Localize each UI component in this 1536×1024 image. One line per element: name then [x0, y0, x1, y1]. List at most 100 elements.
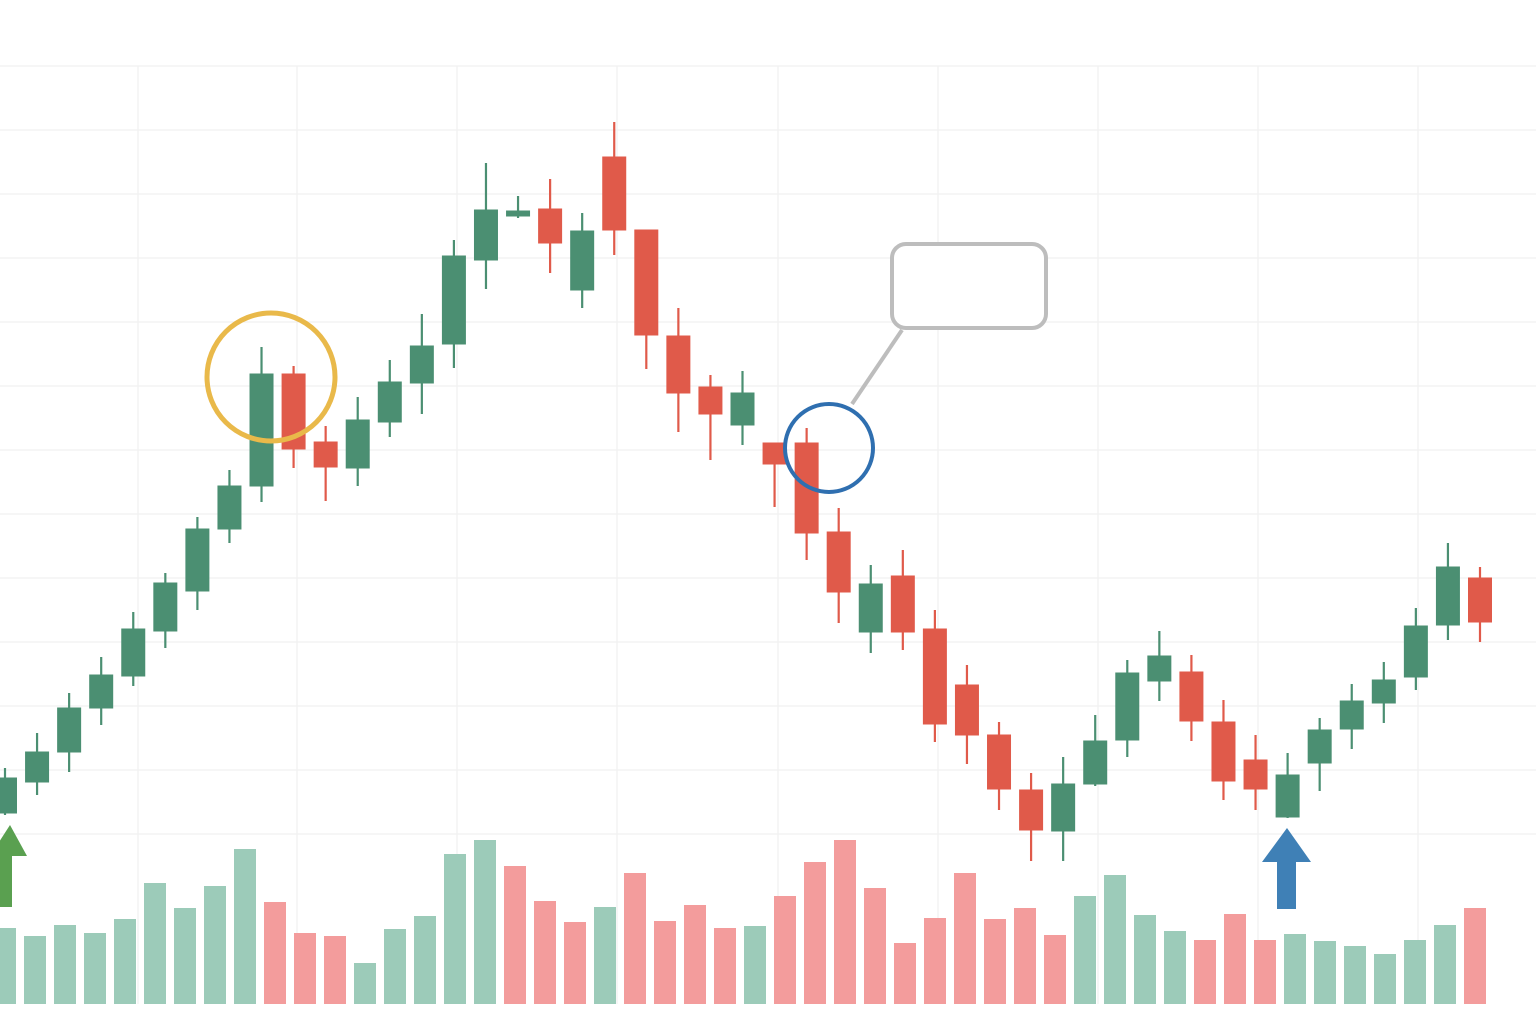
candle-body — [121, 628, 146, 677]
volume-bar — [114, 919, 136, 1004]
volume-bar — [54, 925, 76, 1004]
volume-bar — [1404, 940, 1426, 1004]
candle-body — [281, 373, 306, 450]
volume-bar — [1044, 935, 1066, 1004]
volume-bar — [714, 928, 736, 1004]
volume-bar — [294, 933, 316, 1004]
volume-bar — [894, 943, 916, 1004]
volume-bar — [174, 908, 196, 1004]
volume-bar — [1434, 925, 1456, 1004]
volume-bar — [684, 905, 706, 1004]
volume-bar — [594, 907, 616, 1004]
candle-body — [954, 684, 979, 736]
candle-body — [0, 777, 17, 814]
candle-body — [730, 392, 755, 426]
volume-bar — [774, 896, 796, 1004]
candle-body — [89, 674, 114, 709]
volume-bar — [1224, 914, 1246, 1004]
candle-body — [25, 751, 50, 783]
volume-bar — [1134, 915, 1156, 1004]
volume-bar — [864, 888, 886, 1004]
candle-body — [602, 156, 627, 231]
candle-body — [634, 229, 659, 336]
candle-body — [249, 373, 274, 487]
candle-body — [666, 335, 691, 394]
volume-bar — [1314, 941, 1336, 1004]
candle-body — [1403, 625, 1428, 678]
candle-body — [922, 628, 947, 725]
volume-bar — [954, 873, 976, 1004]
candle-body — [1468, 577, 1492, 623]
candle-body — [858, 583, 883, 633]
volume-bar — [444, 854, 466, 1004]
candle-body — [185, 528, 210, 592]
candle-body — [1307, 729, 1332, 764]
volume-bar — [1254, 940, 1276, 1004]
candle-body — [1371, 679, 1396, 704]
candle-body — [1435, 566, 1460, 626]
candle-body — [890, 575, 915, 633]
volume-bar — [1464, 908, 1486, 1004]
volume-bar — [1104, 875, 1126, 1004]
candle-body — [409, 345, 434, 384]
volume-bar — [24, 936, 46, 1004]
candle-body — [1051, 783, 1076, 832]
candle-body — [826, 531, 851, 593]
volume-bar — [1194, 940, 1216, 1004]
volume-bar — [204, 886, 226, 1004]
candle-body — [441, 255, 466, 345]
volume-bar — [564, 922, 586, 1004]
volume-bar — [1344, 946, 1366, 1004]
candles — [0, 122, 1492, 861]
candle-body — [1211, 721, 1236, 782]
volume-bar — [1164, 931, 1186, 1004]
volume-bar — [234, 849, 256, 1004]
volume-bar — [354, 963, 376, 1004]
annotations — [0, 242, 1311, 909]
volume-bar — [324, 936, 346, 1004]
candle-body — [153, 582, 178, 632]
candle-body — [217, 485, 242, 530]
callout-pointer — [850, 328, 904, 406]
candle-body — [1243, 759, 1268, 790]
candle-body — [1019, 789, 1044, 831]
candle-body — [1275, 774, 1300, 818]
callout-box — [890, 242, 1048, 330]
volume-bar — [624, 873, 646, 1004]
volume-bar — [474, 840, 496, 1004]
volume-bar — [834, 840, 856, 1004]
candle-body — [345, 419, 370, 469]
volume-bar — [0, 928, 16, 1004]
highlight-circle — [204, 310, 338, 444]
volume-bar — [984, 919, 1006, 1004]
volume-bar — [84, 933, 106, 1004]
candle-body — [377, 381, 402, 423]
candle-body — [698, 386, 723, 415]
volume-bar — [534, 901, 556, 1004]
volume-bar — [144, 883, 166, 1004]
volume-bar — [804, 862, 826, 1004]
up-arrow — [0, 825, 27, 907]
volume-bar — [414, 916, 436, 1004]
candle-body — [538, 208, 563, 244]
volume-bars — [0, 840, 1486, 1004]
volume-bar — [654, 921, 676, 1004]
candle-body — [1147, 655, 1172, 682]
volume-bar — [384, 929, 406, 1004]
highlight-circle — [783, 402, 875, 494]
candle-body — [1339, 700, 1364, 730]
candle-body — [1179, 671, 1204, 722]
volume-bar — [744, 926, 766, 1004]
candle-body — [1115, 672, 1140, 741]
candle-body — [762, 442, 787, 465]
volume-bar — [504, 866, 526, 1004]
volume-bar — [1284, 934, 1306, 1004]
volume-bar — [1374, 954, 1396, 1004]
candle-body — [987, 734, 1012, 790]
candle-body — [57, 707, 82, 753]
candle-body — [506, 210, 531, 217]
volume-bar — [264, 902, 286, 1004]
volume-bar — [1074, 896, 1096, 1004]
candle-body — [570, 230, 595, 291]
